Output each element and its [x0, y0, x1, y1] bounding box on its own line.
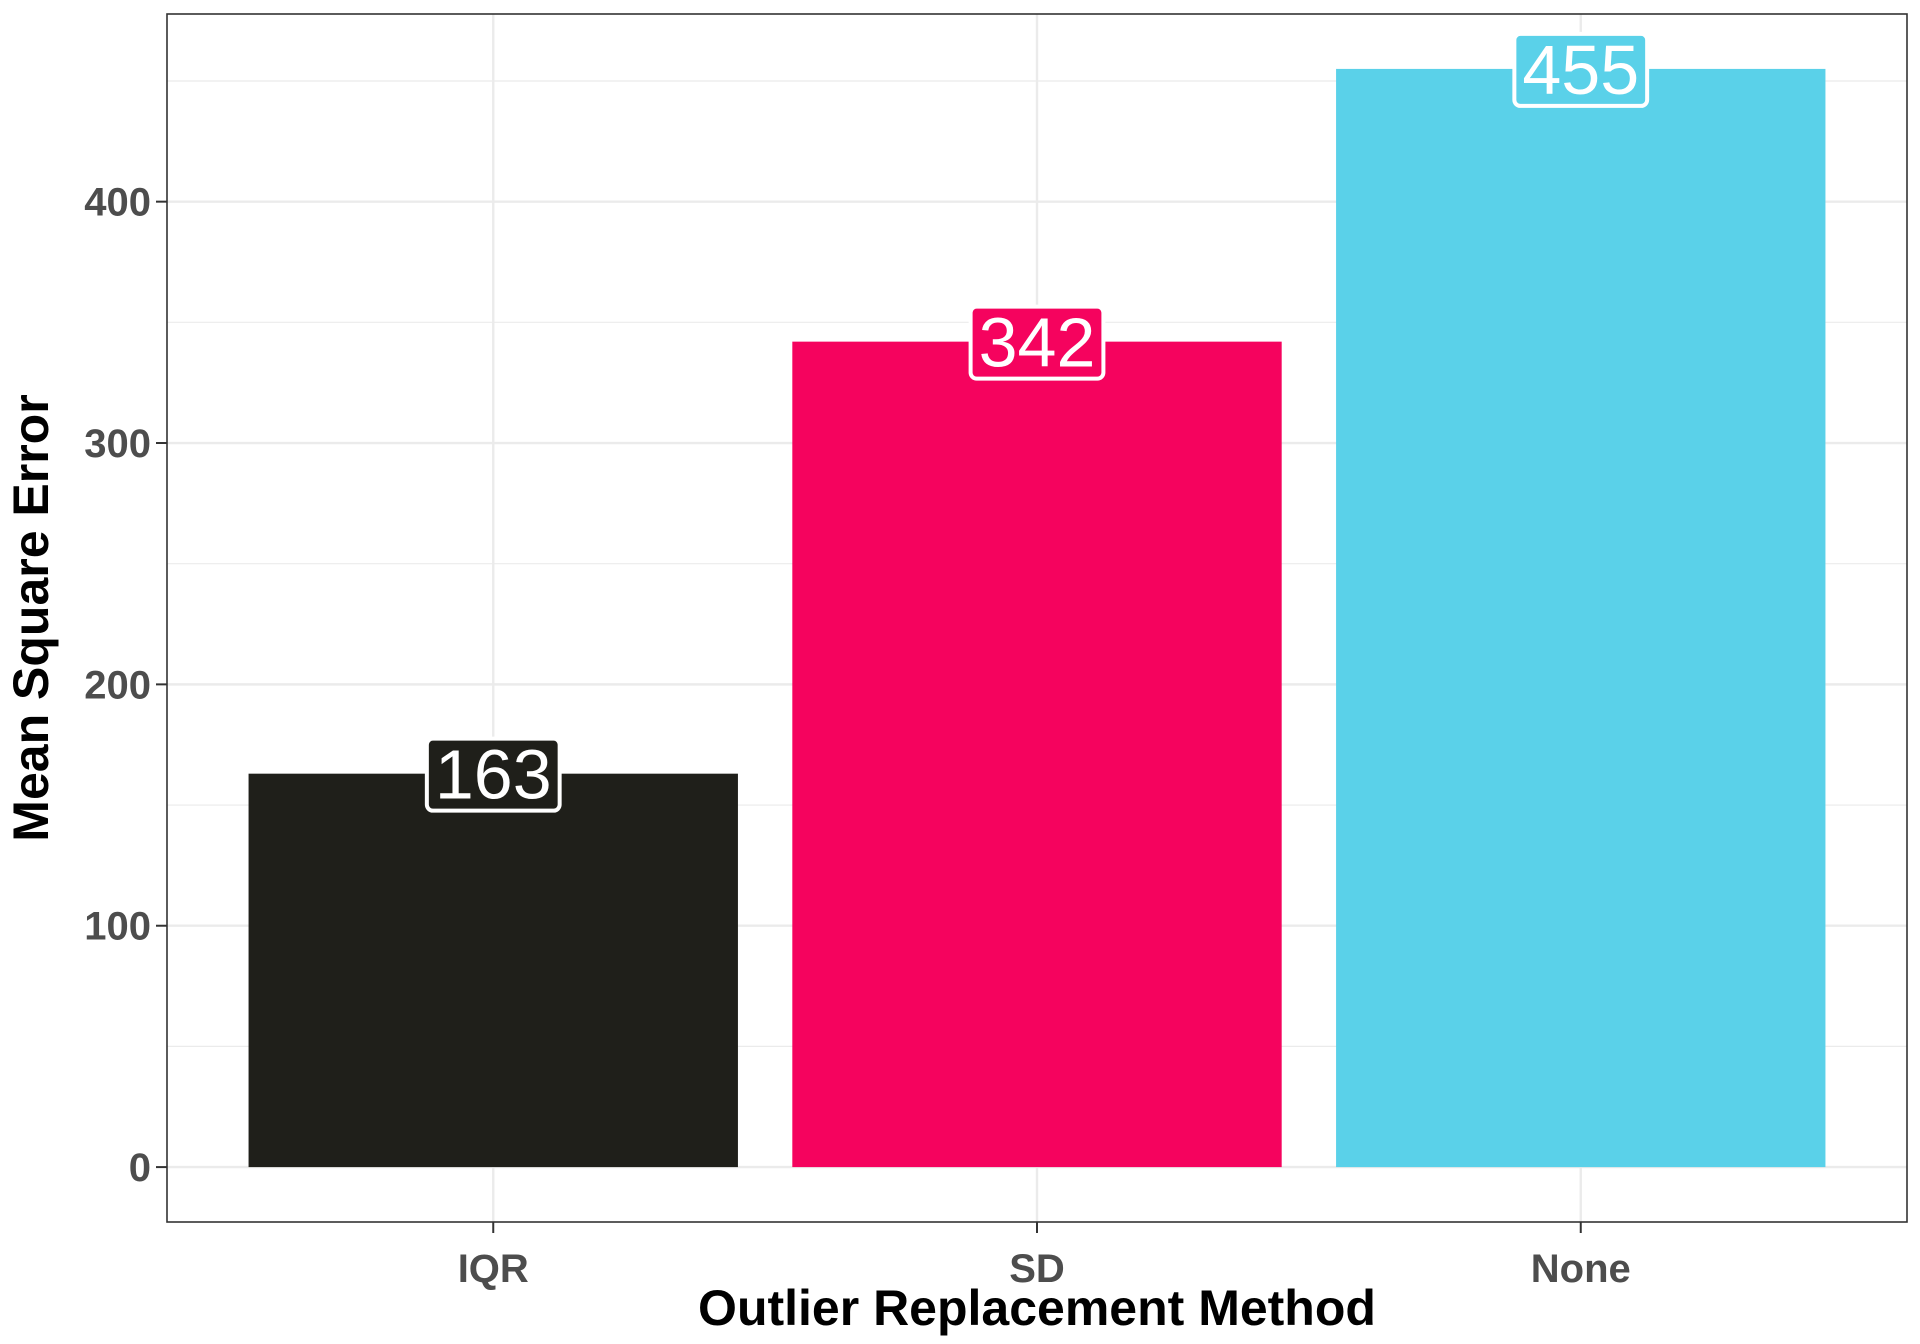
y-tick-label: 100	[84, 905, 151, 949]
data-label-sd: 342	[968, 304, 1106, 382]
bar-sd	[792, 341, 1282, 1168]
data-labels: 163 342 455	[424, 31, 1650, 814]
bars	[248, 68, 1826, 1168]
x-axis-title: Outlier Replacement Method	[698, 1280, 1376, 1336]
data-label-iqr: 163	[424, 736, 562, 814]
data-label-value: 163	[435, 736, 552, 814]
bar-none	[1336, 68, 1826, 1168]
y-tick-label: 300	[84, 422, 151, 466]
data-label-box	[968, 304, 1106, 381]
y-tick-label: 0	[129, 1146, 151, 1190]
y-tick-label: 400	[84, 181, 151, 225]
bar-iqr	[248, 773, 738, 1168]
x-tick-label: SD	[1009, 1247, 1065, 1291]
data-label-value: 455	[1522, 31, 1639, 109]
x-tick-label: None	[1531, 1247, 1631, 1291]
data-label-box	[1512, 31, 1650, 108]
x-axis-ticks: IQR SD None	[458, 1222, 1631, 1291]
y-tick-label: 200	[84, 663, 151, 707]
data-label-value: 342	[979, 304, 1096, 382]
x-tick-label: IQR	[458, 1247, 529, 1291]
y-axis-title: Mean Square Error	[3, 394, 59, 841]
data-label-none: 455	[1512, 31, 1650, 109]
data-label-box	[424, 736, 562, 813]
y-axis-ticks: 0 100 200 300 400	[84, 181, 167, 1190]
